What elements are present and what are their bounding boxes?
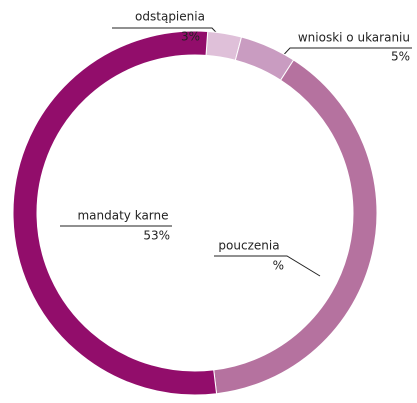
donut-segment bbox=[213, 59, 378, 395]
value-label: % bbox=[273, 259, 284, 273]
leader-line bbox=[214, 255, 321, 277]
donut-segment bbox=[12, 30, 218, 396]
category-label: mandaty karne bbox=[77, 209, 168, 223]
category-label: wnioski o ukaraniu bbox=[298, 31, 410, 45]
value-label: 3% bbox=[181, 30, 200, 44]
category-label: pouczenia bbox=[218, 239, 279, 253]
value-label: 53% bbox=[143, 229, 170, 243]
value-label: 5% bbox=[391, 50, 410, 64]
category-label: odstąpienia bbox=[135, 10, 205, 24]
